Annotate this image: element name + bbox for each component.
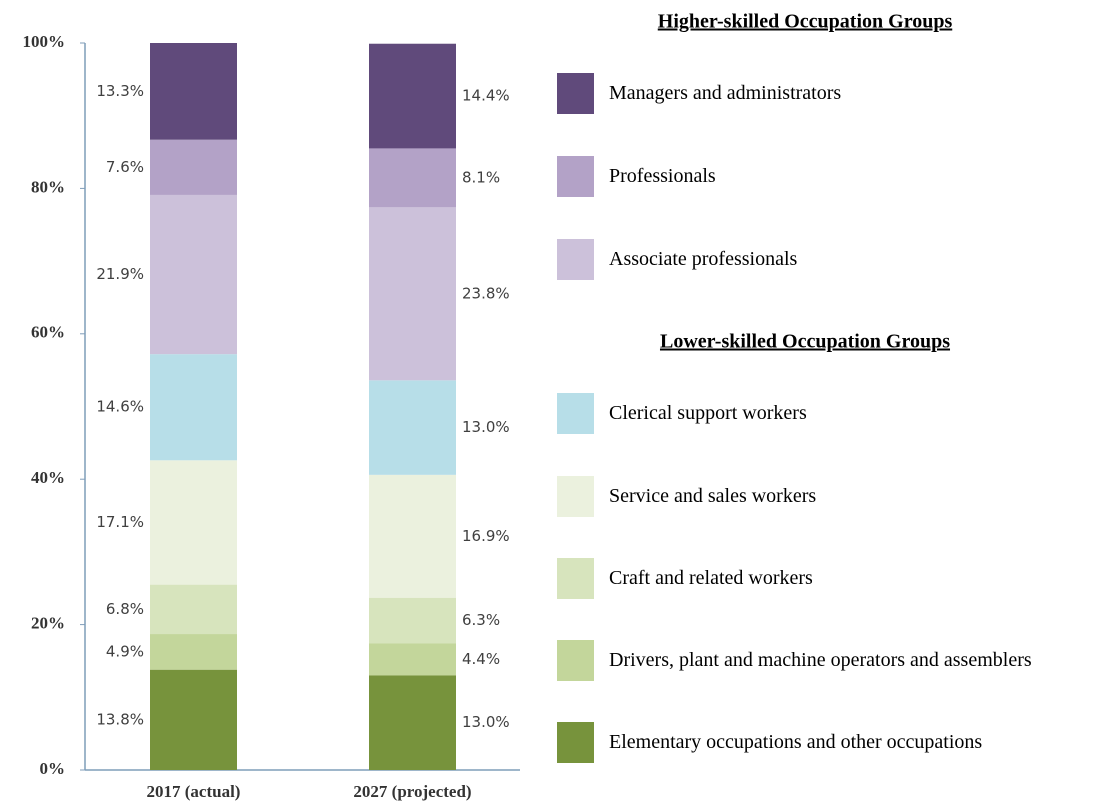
legend-swatch [557,156,594,197]
value-label: 13.3% [96,82,144,100]
value-label: 23.8% [462,284,510,302]
value-label: 8.1% [462,168,500,186]
legend-label: Associate professionals [609,248,798,270]
value-label: 13.0% [462,713,510,731]
bar-segment [150,669,237,770]
value-label: 6.3% [462,611,500,629]
bar-segment [369,207,456,381]
legend-label: Clerical support workers [609,402,807,424]
legend-swatch [557,393,594,434]
bar-segment [369,643,456,676]
value-label: 14.6% [96,398,144,416]
value-label: 17.1% [96,513,144,531]
bar-segment [150,194,237,355]
x-tick-label: 2017 (actual) [147,782,241,801]
bar-segment [369,675,456,770]
value-label: 13.0% [462,418,510,436]
bar-segment [150,354,237,461]
bar-segment [150,584,237,635]
x-tick-label: 2027 (projected) [353,782,471,801]
legend-swatch [557,476,594,517]
legend-heading: Higher-skilled Occupation Groups [657,10,953,33]
legend-heading: Lower-skilled Occupation Groups [659,330,951,353]
legend-label: Elementary occupations and other occupat… [609,731,983,753]
legend-swatch [557,558,594,599]
bar-segment [369,380,456,475]
bar-segment [369,474,456,598]
bar-segment [369,597,456,644]
legend-label: Craft and related workers [609,567,813,589]
legend-swatch [557,239,594,280]
y-tick-label: 20% [31,614,65,633]
value-label: 14.4% [462,87,510,105]
y-tick-label: 0% [40,759,66,778]
value-label: 4.4% [462,650,500,668]
value-label: 7.6% [106,158,144,176]
legend-swatch [557,640,594,681]
value-label: 16.9% [462,527,510,545]
bar-segment [150,634,237,670]
legend-swatch [557,73,594,114]
value-label: 4.9% [106,642,144,660]
legend-label: Managers and administrators [609,82,842,104]
bar-segment [369,43,456,149]
value-label: 6.8% [106,600,144,618]
y-tick-label: 60% [31,323,65,342]
y-tick-label: 100% [23,32,66,51]
legend-swatch [557,722,594,763]
bar-segment [369,148,456,208]
value-label: 13.8% [96,710,144,728]
bar-segment [150,43,237,140]
legend-label: Drivers, plant and machine operators and… [609,649,1032,671]
legend-label: Professionals [609,165,716,187]
legend-label: Service and sales workers [609,485,817,507]
bar-segment [150,139,237,195]
value-label: 21.9% [96,265,144,283]
y-tick-label: 80% [31,177,65,196]
y-tick-label: 40% [31,468,65,487]
bar-segment [150,460,237,585]
